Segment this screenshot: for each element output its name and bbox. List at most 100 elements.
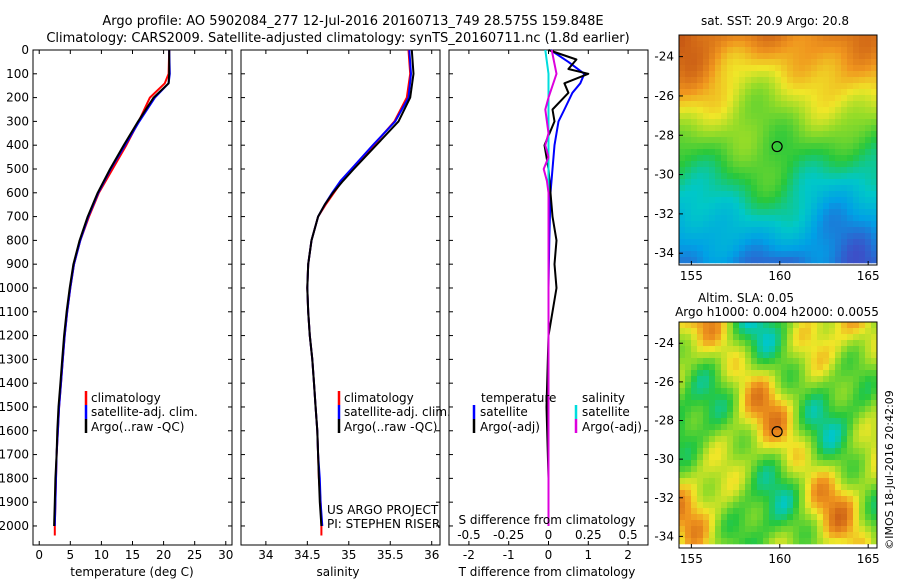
map-cell [775,364,782,371]
map-cell [709,185,716,192]
map-cell [769,412,776,419]
map-cell [805,364,812,371]
map-cell [757,41,764,48]
map-cell [787,370,794,377]
map-cell [727,191,734,198]
map-cell [697,412,704,419]
map-cell [685,370,692,377]
map-y-tick-label: -32 [654,207,674,221]
map-cell [703,185,710,192]
map-cell [817,179,824,186]
map-cell [709,508,716,515]
map-cell [871,508,878,515]
map-cell [871,89,878,96]
map-cell [709,215,716,222]
map-cell [787,406,794,413]
map-cell [817,191,824,198]
map-cell [865,233,872,240]
map-cell [769,239,776,246]
map-cell [859,448,866,455]
map-cell [799,53,806,60]
map-cell [799,257,806,264]
map-cell [709,191,716,198]
map-cell [691,490,698,497]
y-tick-label: 0 [21,43,29,57]
map-cell [811,442,818,449]
map-cell [769,346,776,353]
map-cell [847,472,854,479]
map-cell [685,251,692,258]
map-cell [871,107,878,114]
map-cell [763,161,770,168]
map-cell [787,251,794,258]
map-cell [811,412,818,419]
map-cell [871,101,878,108]
map-cell [703,245,710,252]
map-cell [709,173,716,180]
map-cell [835,466,842,473]
map-cell [763,125,770,132]
x-tick-label: 36 [424,548,439,562]
map-cell [715,209,722,216]
map-cell [715,520,722,527]
map-cell [817,209,824,216]
map-cell [793,424,800,431]
map-cell [781,119,788,126]
map-cell [865,59,872,66]
map-cell [751,191,758,198]
map-cell [697,227,704,234]
map-cell [859,364,866,371]
map-cell [823,137,830,144]
map-cell [847,149,854,156]
map-cell [871,203,878,210]
map-cell [721,412,728,419]
map-cell [703,95,710,102]
map-cell [853,47,860,54]
map-cell [769,131,776,138]
map-cell [787,400,794,407]
map-cell [697,508,704,515]
map-cell [829,430,836,437]
map-cell [715,460,722,467]
map-cell [793,484,800,491]
map-cell [829,197,836,204]
map-cell [769,53,776,60]
map-cell [697,532,704,539]
map-cell [709,65,716,72]
map-cell [835,83,842,90]
map-cell [787,35,794,42]
map-cell [835,388,842,395]
header-line-2: Climatology: CARS2009. Satellite-adjuste… [46,31,629,46]
map-cell [739,59,746,66]
y-tick-label: 1400 [0,376,29,390]
map-cell [739,424,746,431]
map-cell [817,185,824,192]
map-cell [757,490,764,497]
map-cell [805,382,812,389]
map-cell [793,41,800,48]
map-cell [829,370,836,377]
map-cell [859,490,866,497]
map-cell [847,59,854,66]
map-frame [678,321,878,549]
map-cell [871,424,878,431]
map-cell [841,334,848,341]
map-cell [811,436,818,443]
map-cell [865,538,872,545]
map-cell [829,322,836,329]
map-cell [697,520,704,527]
map-cell [697,71,704,78]
map-cell [781,472,788,479]
map-cell [853,203,860,210]
map-cell [817,412,824,419]
map-cell [769,484,776,491]
map-cell [871,514,878,521]
map-cell [769,388,776,395]
map-cell [841,215,848,222]
map-cell [679,119,686,126]
map-cell [847,125,854,132]
map-y-tick-label: -30 [654,168,674,182]
map-cell [751,484,758,491]
map-cell [841,388,848,395]
map-cell [841,245,848,252]
